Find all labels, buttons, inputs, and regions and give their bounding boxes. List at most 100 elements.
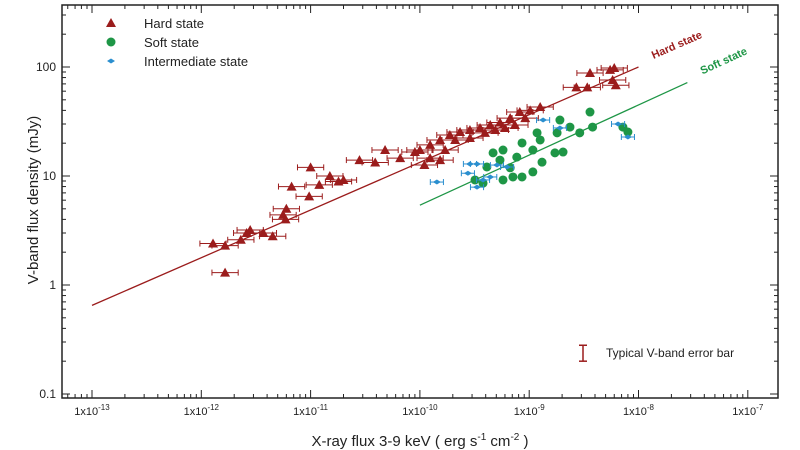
data-point	[508, 172, 518, 182]
x-tick-exponent: -10	[426, 403, 438, 412]
data-point	[495, 155, 505, 165]
y-tick-label: 1	[49, 278, 56, 292]
data-point	[305, 162, 316, 172]
data-point	[552, 128, 562, 138]
legend-marker	[106, 37, 116, 47]
data-point	[528, 167, 538, 177]
x-tick-label: 1x10-11	[293, 403, 328, 418]
x-axis-label-part: -1	[477, 432, 486, 443]
legend-label: Intermediate state	[144, 54, 248, 69]
data-point	[498, 145, 508, 155]
data-point	[419, 160, 430, 170]
data-point	[488, 148, 498, 158]
data-point	[463, 170, 472, 176]
data-point	[492, 162, 501, 168]
series-soft-state	[470, 107, 633, 188]
data-point	[528, 145, 538, 155]
x-tick-exponent: -8	[647, 403, 655, 412]
data-point	[304, 191, 315, 201]
x-tick-mantissa: 1x10	[514, 406, 538, 418]
data-points	[199, 62, 635, 277]
data-point	[614, 121, 623, 127]
legend-label: Hard state	[144, 16, 204, 31]
legend-marker	[106, 18, 116, 27]
data-point	[444, 129, 455, 139]
x-tick-mantissa: 1x10	[732, 406, 756, 418]
data-point	[479, 177, 488, 183]
data-point	[324, 171, 335, 180]
series-hard-state	[199, 62, 630, 277]
data-point	[370, 157, 381, 167]
x-axis-label-part: )	[519, 433, 528, 450]
x-tick-exponent: -13	[98, 403, 110, 412]
data-point	[286, 181, 297, 191]
data-point	[425, 139, 436, 149]
data-point	[623, 127, 633, 137]
x-tick-mantissa: 1x10	[293, 406, 317, 418]
x-tick-exponent: -12	[207, 403, 219, 412]
data-point	[473, 184, 482, 190]
error-bar-label: Typical V-band error bar	[606, 346, 734, 360]
x-tick-exponent: -7	[756, 403, 764, 412]
plot-frame	[61, 4, 779, 399]
x-tick-label: 1x10-10	[402, 403, 438, 418]
data-point	[235, 234, 246, 244]
x-axis-label-part: X-ray flux 3-9 keV ( erg s	[311, 433, 477, 450]
x-tick-mantissa: 1x10	[623, 406, 647, 418]
data-point	[499, 122, 510, 132]
data-point	[582, 82, 593, 92]
data-point	[485, 119, 496, 129]
data-point	[539, 117, 548, 123]
data-point	[245, 224, 256, 234]
x-tick-mantissa: 1x10	[184, 406, 208, 418]
data-point	[314, 179, 325, 189]
legend: Hard state Soft state Intermediate state	[106, 16, 248, 69]
data-point	[490, 125, 501, 135]
data-point	[494, 117, 505, 127]
data-point	[520, 113, 531, 123]
data-point	[503, 164, 512, 170]
y-axis-label: V-band flux density (mJy)	[25, 116, 42, 284]
legend-marker	[107, 58, 115, 64]
axis-ticks	[62, 5, 778, 398]
data-point	[464, 133, 475, 143]
data-point	[550, 148, 560, 158]
data-point	[486, 174, 495, 180]
fit-line-soft	[419, 81, 688, 206]
data-point	[585, 68, 596, 78]
data-point	[535, 101, 546, 111]
data-point	[588, 122, 598, 132]
x-axis-label-part: cm	[486, 433, 510, 450]
data-point	[450, 134, 461, 144]
x-tick-label: 1x10-13	[74, 403, 110, 418]
x-tick-mantissa: 1x10	[402, 406, 426, 418]
x-tick-exponent: -9	[538, 403, 546, 412]
data-point	[537, 157, 547, 167]
data-point	[509, 119, 520, 129]
data-point	[338, 174, 349, 184]
data-point	[498, 175, 508, 185]
data-point	[565, 122, 575, 132]
data-point	[623, 134, 632, 140]
data-point	[482, 162, 492, 172]
data-point	[575, 128, 585, 138]
y-tick-labels: 0.1 1 10 100	[36, 60, 56, 401]
data-point	[473, 161, 482, 167]
data-point	[280, 214, 291, 224]
data-point	[470, 175, 480, 185]
data-point	[395, 153, 406, 163]
x-tick-label: 1x10-9	[514, 403, 546, 418]
data-point	[517, 172, 527, 182]
data-point	[267, 231, 278, 241]
series-intermediate-state	[429, 117, 635, 191]
data-point	[220, 240, 231, 250]
data-point	[517, 138, 527, 148]
data-point	[380, 145, 391, 155]
data-point	[414, 145, 425, 155]
data-point	[432, 179, 441, 185]
data-point	[609, 62, 620, 72]
data-point	[535, 135, 545, 145]
x-axis-label: X-ray flux 3-9 keV ( erg s-1 cm-2 )	[311, 432, 528, 450]
x-tick-label: 1x10-7	[732, 403, 764, 418]
data-point	[558, 147, 568, 157]
